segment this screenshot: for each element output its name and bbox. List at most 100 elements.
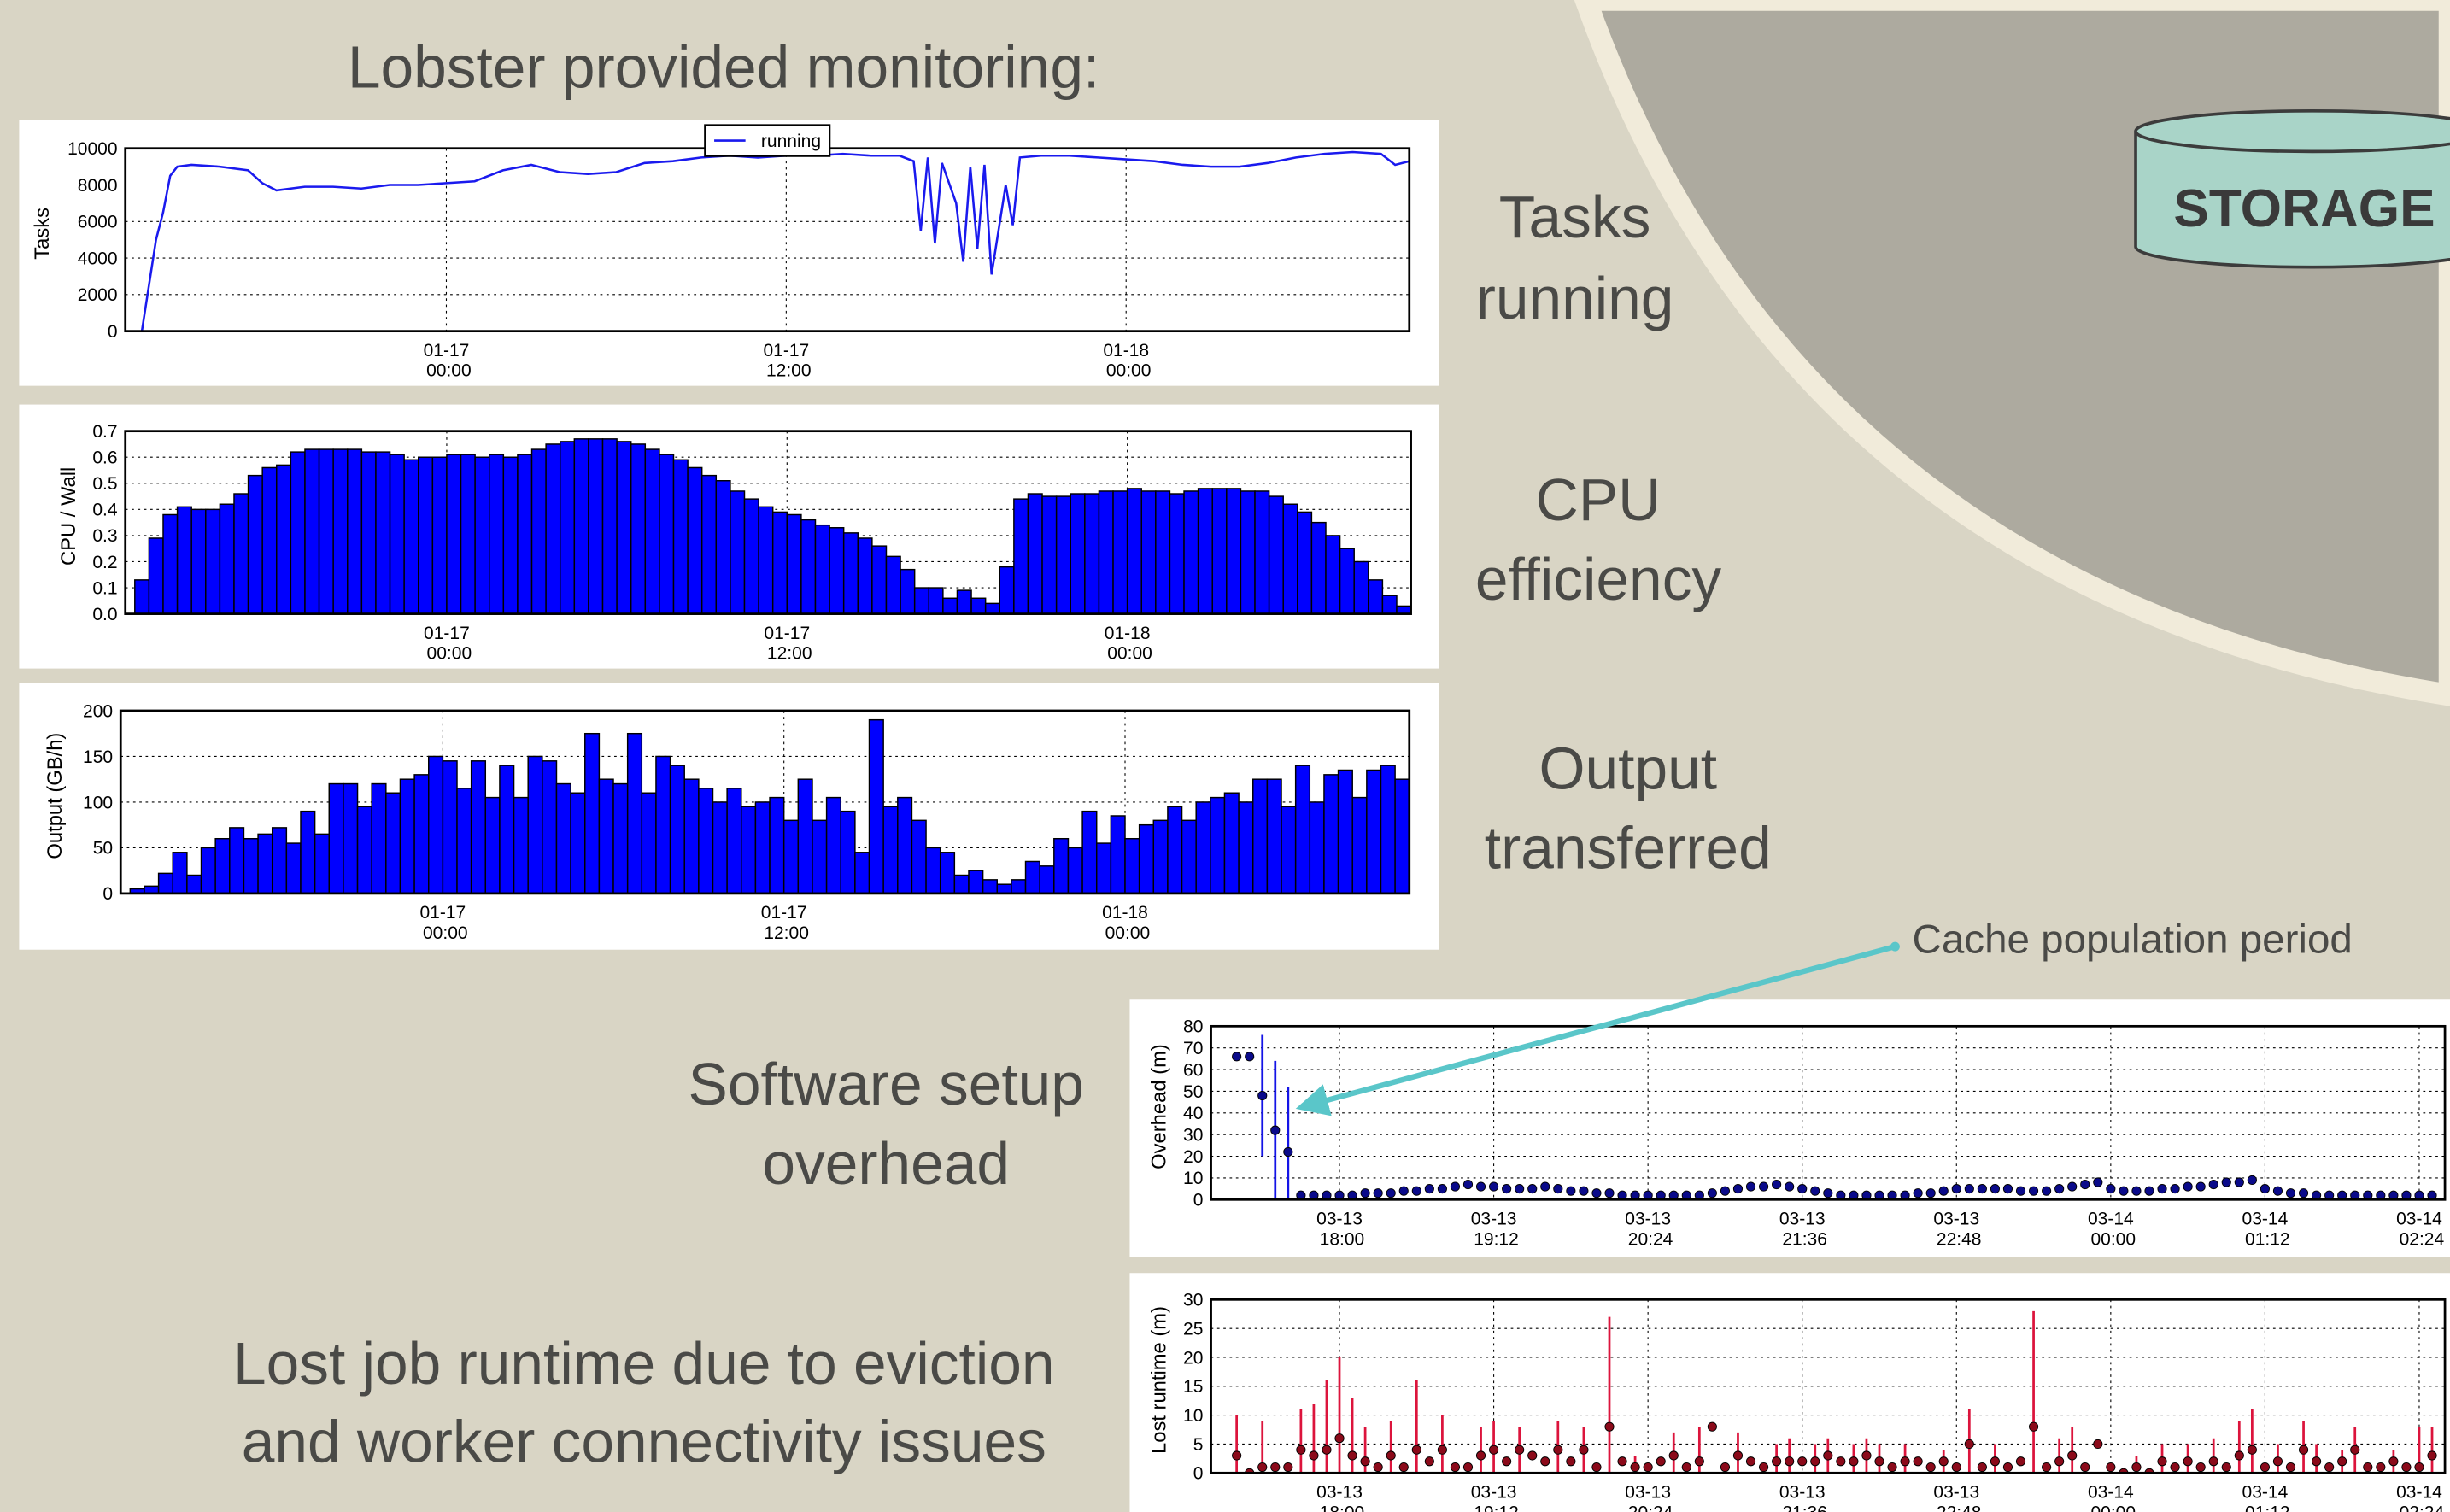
- bar: [1309, 801, 1325, 894]
- bar: [1210, 796, 1226, 894]
- y-tick-label: 0.1: [92, 578, 117, 598]
- marks: [1232, 1034, 2437, 1200]
- point: [1758, 1462, 1769, 1473]
- x-tick-line: 01:12: [2240, 1229, 2289, 1249]
- point: [1745, 1456, 1756, 1467]
- point: [1283, 1462, 1293, 1473]
- x-tick-line: 03-13: [1625, 1210, 1671, 1229]
- bar: [148, 537, 164, 614]
- bar: [871, 545, 888, 614]
- point: [2324, 1190, 2335, 1200]
- point: [2312, 1190, 2322, 1200]
- point: [2401, 1190, 2412, 1200]
- y-tick-label: 50: [1183, 1082, 1203, 1102]
- bar: [1112, 490, 1128, 614]
- point: [1398, 1186, 1409, 1196]
- point: [1257, 1090, 1268, 1101]
- point: [2170, 1184, 2180, 1194]
- point: [1656, 1190, 1666, 1200]
- bar: [446, 454, 462, 614]
- x-tick-line: 01:12: [2240, 1503, 2289, 1512]
- point: [1810, 1186, 1820, 1196]
- point: [1373, 1462, 1383, 1473]
- point: [1515, 1445, 1525, 1455]
- bar: [1140, 490, 1157, 614]
- cylinder-top: [2134, 109, 2450, 154]
- x-tick-line: 00:00: [1101, 361, 1151, 381]
- y-axis-label: Overhead (m): [1148, 1044, 1171, 1169]
- point: [1849, 1190, 1859, 1200]
- y-tick-label: 0.2: [92, 553, 117, 572]
- bar: [285, 842, 302, 894]
- caption: Software setup: [689, 1051, 1084, 1117]
- bar: [389, 454, 405, 614]
- point: [1579, 1445, 1589, 1455]
- point: [1977, 1184, 1987, 1194]
- point: [2208, 1456, 2218, 1467]
- x-tick-label: 03-13 20:24: [1623, 1210, 1673, 1250]
- x-tick-label: 03-14 01:12: [2240, 1210, 2289, 1250]
- point: [1296, 1445, 1306, 1455]
- x-tick-line: 03-13: [1625, 1483, 1671, 1503]
- y-tick-label: 0.3: [92, 526, 117, 546]
- point: [1566, 1186, 1576, 1196]
- y-axis-label: Lost runtime (m): [1148, 1306, 1171, 1454]
- x-tick-line: 00:00: [421, 361, 471, 381]
- bar: [672, 459, 689, 614]
- bar: [1169, 493, 1185, 614]
- bar: [726, 788, 742, 894]
- marks: [140, 150, 1410, 331]
- point: [2234, 1450, 2244, 1461]
- bar: [970, 597, 987, 614]
- bar: [730, 490, 746, 614]
- bar: [868, 718, 884, 894]
- bar: [328, 782, 344, 894]
- point: [1489, 1181, 1499, 1192]
- arrow-dot: [1890, 941, 1900, 952]
- bar: [655, 755, 671, 894]
- bar: [800, 519, 817, 614]
- point: [1732, 1450, 1744, 1461]
- bar: [428, 755, 444, 894]
- point: [1797, 1456, 1808, 1467]
- x-tick-line: 12:00: [761, 361, 811, 381]
- annotation: Cache population period: [1913, 917, 2353, 962]
- x-tick-line: 00:00: [2086, 1229, 2136, 1249]
- marks: [1232, 1310, 2437, 1474]
- caption: and worker connectivity issues: [242, 1408, 1046, 1474]
- bar: [176, 506, 192, 614]
- point: [1296, 1190, 1306, 1200]
- bar: [1226, 488, 1242, 614]
- point: [2388, 1190, 2399, 1200]
- plot-frame: [1210, 1024, 2447, 1201]
- bar: [1011, 879, 1027, 894]
- bar: [360, 451, 377, 614]
- bar: [300, 810, 316, 894]
- x-tick-label: 03-13 18:00: [1315, 1210, 1364, 1250]
- y-tick-label: 0.7: [92, 422, 117, 442]
- point: [1836, 1456, 1846, 1467]
- caption: overhead: [762, 1130, 1010, 1197]
- point: [1462, 1179, 1474, 1190]
- y-tick-label: 15: [1183, 1377, 1203, 1397]
- x-tick-line: 19:12: [1468, 1229, 1518, 1249]
- bar: [418, 456, 434, 614]
- bar: [1297, 511, 1313, 614]
- bar: [1041, 495, 1058, 614]
- x-tick-line: 02:24: [2394, 1503, 2445, 1512]
- bar: [375, 451, 391, 614]
- bar: [573, 438, 589, 614]
- point: [2093, 1439, 2103, 1450]
- chart-panel: [19, 120, 1439, 386]
- point: [1540, 1181, 1550, 1192]
- point: [2054, 1456, 2065, 1467]
- point: [1604, 1188, 1615, 1198]
- x-tick-line: 22:48: [1931, 1229, 1981, 1249]
- bar: [984, 602, 1000, 614]
- y-tick-label: 20: [1183, 1147, 1203, 1167]
- bar: [474, 456, 490, 614]
- bar: [1070, 493, 1086, 614]
- bar: [900, 568, 916, 614]
- bar: [1167, 806, 1183, 894]
